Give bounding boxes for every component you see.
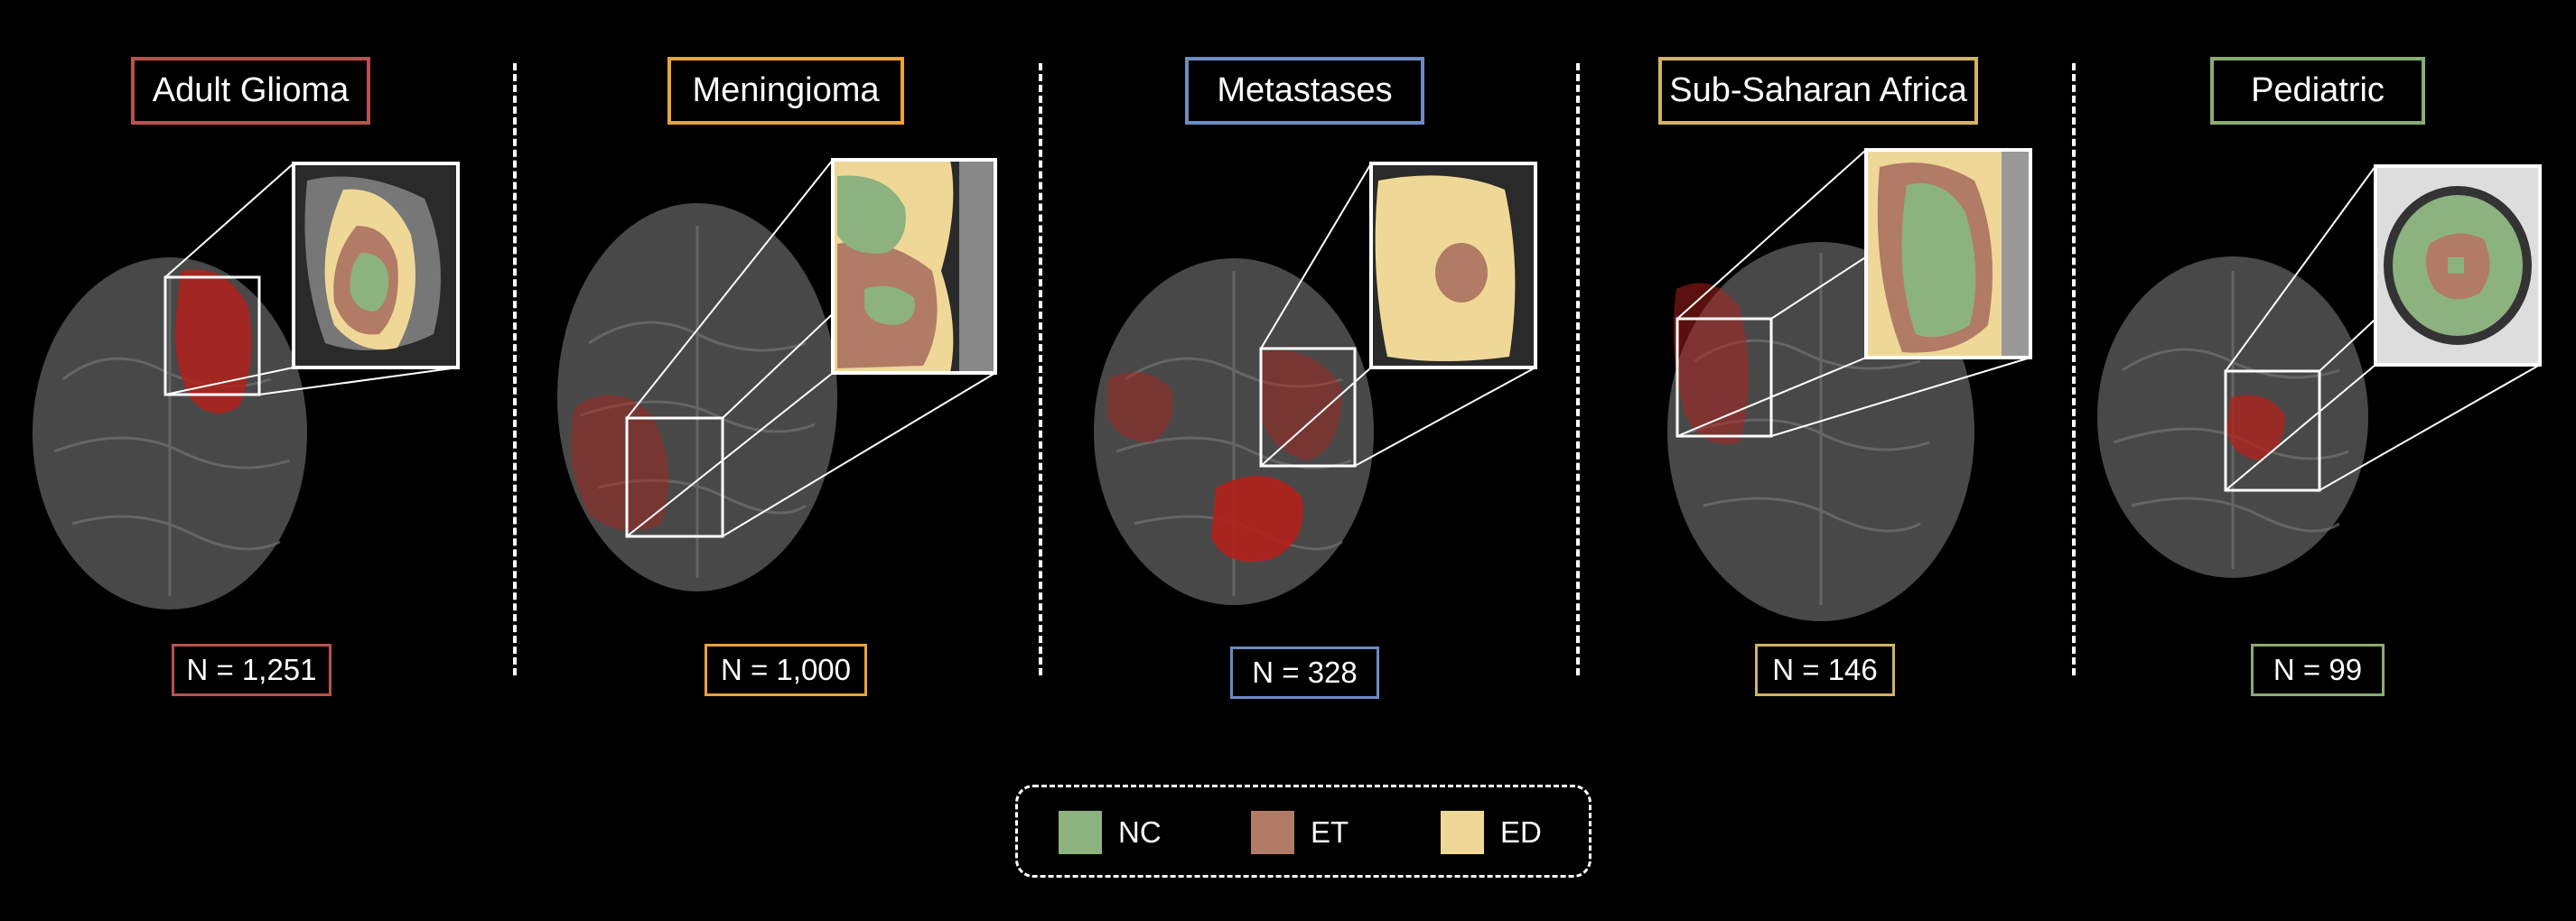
panel-pediatric: Pediatric N = 99 — [2041, 0, 2576, 722]
brain-texture — [53, 271, 290, 596]
zoom-line — [1770, 357, 2031, 437]
zoom-inset — [831, 158, 997, 375]
legend-item-ed: ED — [1441, 810, 1542, 855]
tumor-region — [1107, 372, 1173, 442]
segment-nc — [837, 175, 906, 254]
legend-item-et: ET — [1251, 810, 1349, 855]
zoom-line — [722, 372, 996, 537]
panel-divider — [1039, 63, 1042, 675]
zoom-line — [2225, 165, 2376, 372]
panel-title: Meningioma — [667, 57, 904, 125]
zoom-inset — [1864, 148, 2032, 359]
zoom-line — [2319, 364, 2541, 491]
panel-meningioma: Meningioma N = 1,000 — [535, 0, 1069, 722]
segment-nc — [864, 285, 915, 325]
brain-render-meningioma — [557, 158, 997, 591]
roi-box — [163, 275, 261, 396]
legend-swatch-nc — [1059, 811, 1102, 854]
tumor-region — [1211, 476, 1303, 563]
panel-title: Sub-Saharan Africa — [1658, 57, 1978, 125]
tumor-region — [1673, 283, 1749, 444]
zoom-line — [258, 367, 459, 395]
zoom-line — [164, 367, 294, 395]
zoom-line — [626, 372, 834, 537]
legend-swatch-ed — [1441, 811, 1484, 854]
legend-label: ED — [1500, 815, 1542, 849]
legend-item-nc: NC — [1059, 810, 1162, 855]
segment-nc — [1901, 183, 1976, 338]
brain-texture — [1115, 271, 1352, 596]
brain-texture — [579, 226, 816, 578]
sample-count: N = 1,000 — [705, 644, 867, 696]
zoom-inset — [2374, 164, 2542, 367]
panel-divider — [1576, 63, 1580, 675]
panel-adult-glioma: Adult Glioma N = 1,251 — [0, 0, 535, 722]
panel-sub-saharan-africa: Sub-Saharan Africa N = 146 — [1604, 0, 2139, 722]
roi-box — [1675, 317, 1773, 438]
sample-count: N = 1,251 — [172, 644, 331, 696]
tumor-region — [2226, 395, 2285, 460]
zoom-line — [164, 163, 294, 278]
brain-render-adult-glioma — [33, 162, 460, 609]
brain-render-metastases — [1094, 162, 1537, 605]
roi-box — [2224, 369, 2321, 492]
panel-divider — [2072, 63, 2076, 675]
zoom-line — [2225, 364, 2376, 491]
zoom-line — [1260, 163, 1372, 349]
roi-box — [625, 416, 724, 538]
tumor-region — [1261, 350, 1342, 460]
zoom-line — [1676, 149, 1867, 320]
brain-render-sub-saharan-africa — [1667, 148, 2032, 621]
panel-divider — [513, 63, 517, 675]
panel-metastases: Metastases N = 328 — [1053, 0, 1588, 722]
legend-swatch-et — [1251, 811, 1294, 854]
zoom-inset — [292, 162, 460, 369]
tumor-region — [175, 269, 252, 414]
legend-label: ET — [1311, 815, 1349, 849]
brain-render-pediatric — [2097, 164, 2542, 578]
zoom-line — [1354, 367, 1536, 467]
sample-count: N = 328 — [1230, 647, 1379, 699]
legend: NC ET ED — [1015, 785, 1591, 878]
zoom-line — [1260, 367, 1372, 467]
sample-count: N = 99 — [2251, 644, 2385, 696]
sample-count: N = 146 — [1755, 644, 1895, 696]
tumor-region — [571, 395, 668, 531]
panel-title: Adult Glioma — [131, 57, 370, 125]
brain-texture — [1685, 253, 1930, 605]
zoom-line — [1676, 357, 1867, 437]
roi-box — [1259, 347, 1357, 468]
segment-et — [1435, 243, 1488, 302]
panel-title: Metastases — [1185, 57, 1424, 125]
legend-label: NC — [1118, 815, 1162, 849]
segment-nc — [350, 253, 389, 312]
zoom-inset — [1369, 162, 1537, 369]
zoom-line — [626, 159, 834, 419]
panel-title: Pediatric — [2210, 57, 2425, 125]
